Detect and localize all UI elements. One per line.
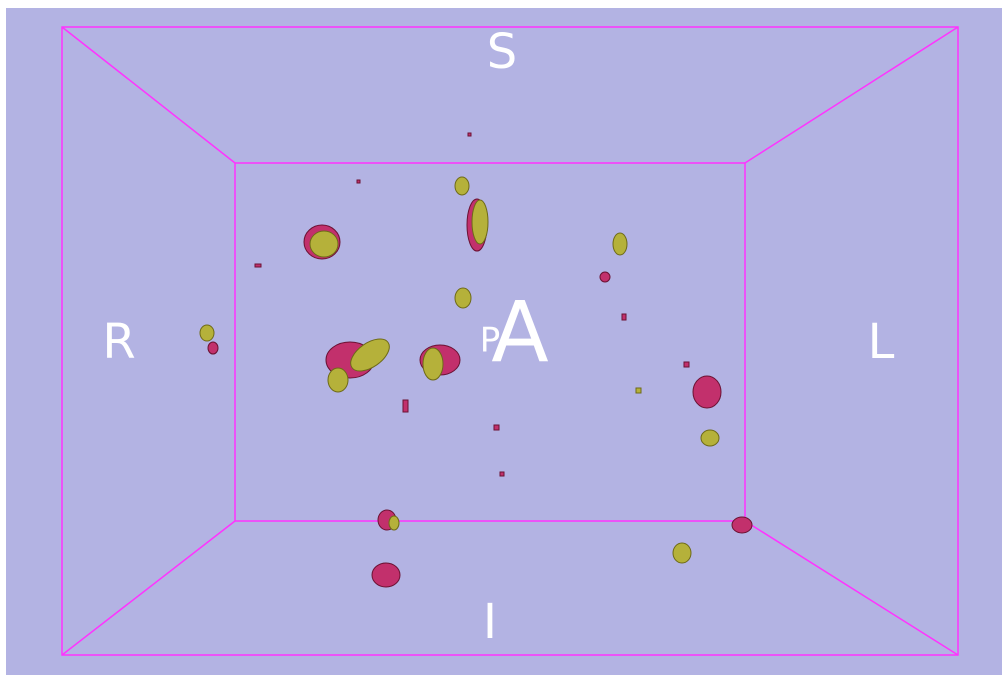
blob [494,425,499,430]
render-view: S R L I P A [0,0,1002,675]
blob [701,430,719,446]
label-inferior: I [483,594,497,650]
blob [208,342,218,354]
blob [455,288,471,308]
blob [423,348,443,380]
blob [472,200,488,244]
blob [455,177,469,195]
blob [732,517,752,533]
blob [310,231,338,257]
blob [372,563,400,587]
blob [328,368,348,392]
blob [389,516,399,530]
blob [673,543,691,563]
blob [600,272,610,282]
blob [693,376,721,408]
blob [403,400,408,412]
blob [357,180,360,183]
label-superior: S [487,24,517,80]
label-left: L [868,314,895,370]
blob [622,314,626,320]
blob [255,264,261,267]
blob [200,325,214,341]
blob [500,472,504,476]
blob [468,133,471,136]
label-anterior: A [491,283,548,381]
blob [613,233,627,255]
blob [636,388,641,393]
label-right: R [102,314,135,370]
blob [684,362,689,367]
